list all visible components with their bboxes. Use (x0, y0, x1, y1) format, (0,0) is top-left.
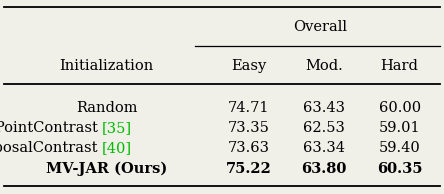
Text: 60.35: 60.35 (377, 162, 422, 176)
Text: 62.53: 62.53 (303, 121, 345, 135)
Text: Overall: Overall (293, 20, 347, 34)
Text: Mod.: Mod. (305, 59, 343, 73)
Text: ProposalContrast: ProposalContrast (0, 141, 102, 155)
Text: 59.40: 59.40 (379, 141, 420, 155)
Text: 74.71: 74.71 (228, 101, 270, 115)
Text: [35]: [35] (102, 121, 132, 135)
Text: [40]: [40] (102, 141, 132, 155)
Text: Initialization: Initialization (59, 59, 154, 73)
Text: 75.22: 75.22 (226, 162, 272, 176)
Text: PointContrast: PointContrast (0, 121, 102, 135)
Text: 73.63: 73.63 (228, 141, 270, 155)
Text: 59.01: 59.01 (379, 121, 420, 135)
Text: Easy: Easy (231, 59, 266, 73)
Text: MV-JAR (Ours): MV-JAR (Ours) (46, 161, 167, 176)
Text: 63.34: 63.34 (303, 141, 345, 155)
Text: 63.43: 63.43 (303, 101, 345, 115)
Text: 73.35: 73.35 (228, 121, 270, 135)
Text: Random: Random (76, 101, 137, 115)
Text: Hard: Hard (381, 59, 419, 73)
Text: 60.00: 60.00 (379, 101, 420, 115)
Text: 63.80: 63.80 (301, 162, 347, 176)
